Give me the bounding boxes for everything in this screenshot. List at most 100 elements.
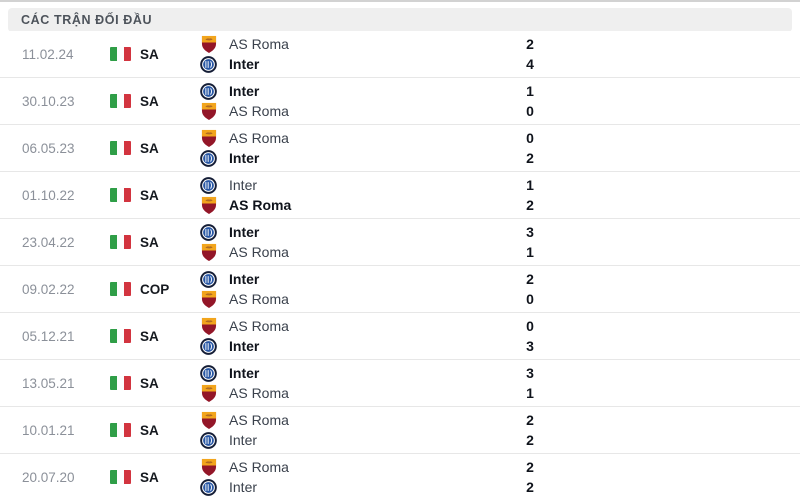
team-score: 3 xyxy=(526,365,534,381)
team-score: 2 xyxy=(526,271,534,287)
team-name: Inter xyxy=(229,224,260,240)
team-line: Inter 3 xyxy=(200,222,800,242)
italy-flag-icon xyxy=(110,47,131,61)
team-line: Inter 3 xyxy=(200,363,800,383)
competition-cell: COP xyxy=(110,266,200,312)
team-score: 3 xyxy=(526,338,534,354)
roma-logo-icon xyxy=(201,129,217,147)
match-row[interactable]: 11.02.24 SA xyxy=(0,31,800,78)
team-line: AS Roma 1 xyxy=(200,242,800,262)
team-score: 2 xyxy=(526,197,534,213)
italy-flag-icon xyxy=(110,141,131,155)
team-name: AS Roma xyxy=(229,244,289,260)
team-line: AS Roma 0 xyxy=(200,128,800,148)
team-line: AS Roma 1 xyxy=(200,383,800,403)
match-row[interactable]: 01.10.22 SA xyxy=(0,172,800,219)
team-score: 2 xyxy=(526,432,534,448)
team-score: 1 xyxy=(526,244,534,260)
roma-logo-icon xyxy=(201,243,217,261)
roma-logo-icon xyxy=(201,458,217,476)
top-divider xyxy=(0,0,800,2)
match-row[interactable]: 05.12.21 SA xyxy=(0,313,800,360)
team-score: 0 xyxy=(526,103,534,119)
team-line: Inter 3 xyxy=(200,336,800,356)
competition-label: SA xyxy=(140,375,159,391)
team-line: AS Roma 2 xyxy=(200,195,800,215)
competition-cell: SA xyxy=(110,454,200,500)
match-row[interactable]: 10.01.21 SA xyxy=(0,407,800,454)
team-name: AS Roma xyxy=(229,385,289,401)
inter-logo-icon xyxy=(200,176,217,194)
team-line: Inter 1 xyxy=(200,81,800,101)
inter-logo-icon xyxy=(200,149,217,167)
match-date: 06.05.23 xyxy=(22,140,75,156)
teams-cell: Inter 2 xyxy=(200,266,800,312)
team-line: AS Roma 2 xyxy=(200,457,800,477)
team-score: 2 xyxy=(526,150,534,166)
match-date: 20.07.20 xyxy=(22,469,75,485)
inter-logo-icon xyxy=(200,270,217,288)
competition-label: SA xyxy=(140,93,159,109)
teams-cell: AS Roma 2 xyxy=(200,454,800,500)
competition-label: SA xyxy=(140,328,159,344)
team-name: Inter xyxy=(229,150,260,166)
team-score: 2 xyxy=(526,459,534,475)
team-line: AS Roma 2 xyxy=(200,34,800,54)
team-score: 2 xyxy=(526,412,534,428)
team-name: Inter xyxy=(229,177,258,193)
team-name: AS Roma xyxy=(229,103,289,119)
match-row[interactable]: 09.02.22 COP xyxy=(0,266,800,313)
match-date: 11.02.24 xyxy=(22,46,74,62)
team-score: 0 xyxy=(526,318,534,334)
team-name: AS Roma xyxy=(229,318,289,334)
team-line: Inter 1 xyxy=(200,175,800,195)
team-name: Inter xyxy=(229,432,258,448)
competition-cell: SA xyxy=(110,313,200,359)
team-name: AS Roma xyxy=(229,197,292,213)
italy-flag-icon xyxy=(110,329,131,343)
match-row[interactable]: 06.05.23 SA xyxy=(0,125,800,172)
section-header: CÁC TRẬN ĐỐI ĐẦU xyxy=(8,8,792,32)
team-score: 3 xyxy=(526,224,534,240)
match-date: 30.10.23 xyxy=(22,93,75,109)
match-date: 05.12.21 xyxy=(22,328,75,344)
competition-cell: SA xyxy=(110,125,200,171)
teams-cell: Inter 1 xyxy=(200,172,800,218)
italy-flag-icon xyxy=(110,94,131,108)
team-line: AS Roma 0 xyxy=(200,316,800,336)
section-title: CÁC TRẬN ĐỐI ĐẦU xyxy=(21,13,153,27)
teams-cell: Inter 3 xyxy=(200,360,800,406)
match-row[interactable]: 23.04.22 SA xyxy=(0,219,800,266)
competition-cell: SA xyxy=(110,219,200,265)
competition-label: SA xyxy=(140,234,159,250)
competition-cell: SA xyxy=(110,31,200,77)
competition-label: SA xyxy=(140,422,159,438)
team-name: Inter xyxy=(229,338,260,354)
competition-label: SA xyxy=(140,140,159,156)
match-row[interactable]: 13.05.21 SA xyxy=(0,360,800,407)
competition-cell: SA xyxy=(110,172,200,218)
roma-logo-icon xyxy=(201,102,217,120)
italy-flag-icon xyxy=(110,423,131,437)
team-name: AS Roma xyxy=(229,36,289,52)
match-row[interactable]: 20.07.20 SA xyxy=(0,454,800,500)
match-date: 01.10.22 xyxy=(22,187,75,203)
italy-flag-icon xyxy=(110,376,131,390)
match-date: 13.05.21 xyxy=(22,375,75,391)
team-name: Inter xyxy=(229,365,260,381)
competition-cell: SA xyxy=(110,360,200,406)
inter-logo-icon xyxy=(200,337,217,355)
roma-logo-icon xyxy=(201,317,217,335)
match-row[interactable]: 30.10.23 SA xyxy=(0,78,800,125)
italy-flag-icon xyxy=(110,188,131,202)
match-date: 23.04.22 xyxy=(22,234,75,250)
team-score: 2 xyxy=(526,36,534,52)
roma-logo-icon xyxy=(201,411,217,429)
match-date: 09.02.22 xyxy=(22,281,75,297)
team-line: Inter 2 xyxy=(200,430,800,450)
roma-logo-icon xyxy=(201,290,217,308)
team-name: Inter xyxy=(229,271,260,287)
inter-logo-icon xyxy=(200,431,217,449)
competition-cell: SA xyxy=(110,78,200,124)
